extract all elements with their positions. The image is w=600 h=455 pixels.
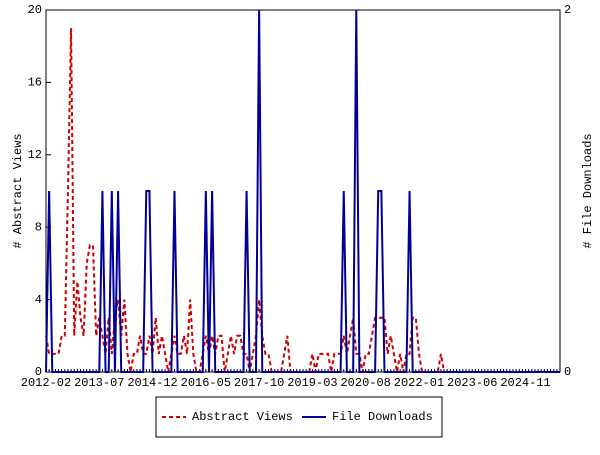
plot-frame	[45, 9, 561, 373]
x-tick-label: 2016-05	[181, 376, 231, 390]
y-tick-label: 16	[28, 76, 42, 90]
x-tick-label: 2022-01	[394, 376, 444, 390]
x-tick-label: 2023-06	[447, 376, 497, 390]
y-tick-label: 20	[28, 3, 42, 17]
x-tick-label: 2019-03	[287, 376, 337, 390]
y-axis-label: # Abstract Views	[11, 133, 25, 248]
legend-label: File Downloads	[332, 410, 433, 424]
x-tick-label: 2017-10	[234, 376, 284, 390]
y2-tick-label: 0	[564, 365, 571, 379]
x-tick-label: 2024-11	[500, 376, 550, 390]
legend-label: Abstract Views	[192, 410, 293, 424]
y2-tick-label: 2	[564, 3, 571, 17]
x-tick-label: 2020-08	[340, 376, 390, 390]
x-tick-label: 2012-02	[21, 376, 71, 390]
x-tick-label: 2014-12	[127, 376, 177, 390]
x-tick-label: 2013-07	[74, 376, 124, 390]
y-tick-label: 12	[28, 148, 42, 162]
y2-axis-label: # File Downloads	[581, 133, 595, 248]
legend	[155, 396, 443, 438]
series-line	[45, 28, 560, 373]
y-tick-label: 8	[35, 220, 42, 234]
y-tick-label: 0	[35, 365, 42, 379]
series-line	[45, 9, 560, 373]
y-tick-label: 4	[35, 293, 42, 307]
